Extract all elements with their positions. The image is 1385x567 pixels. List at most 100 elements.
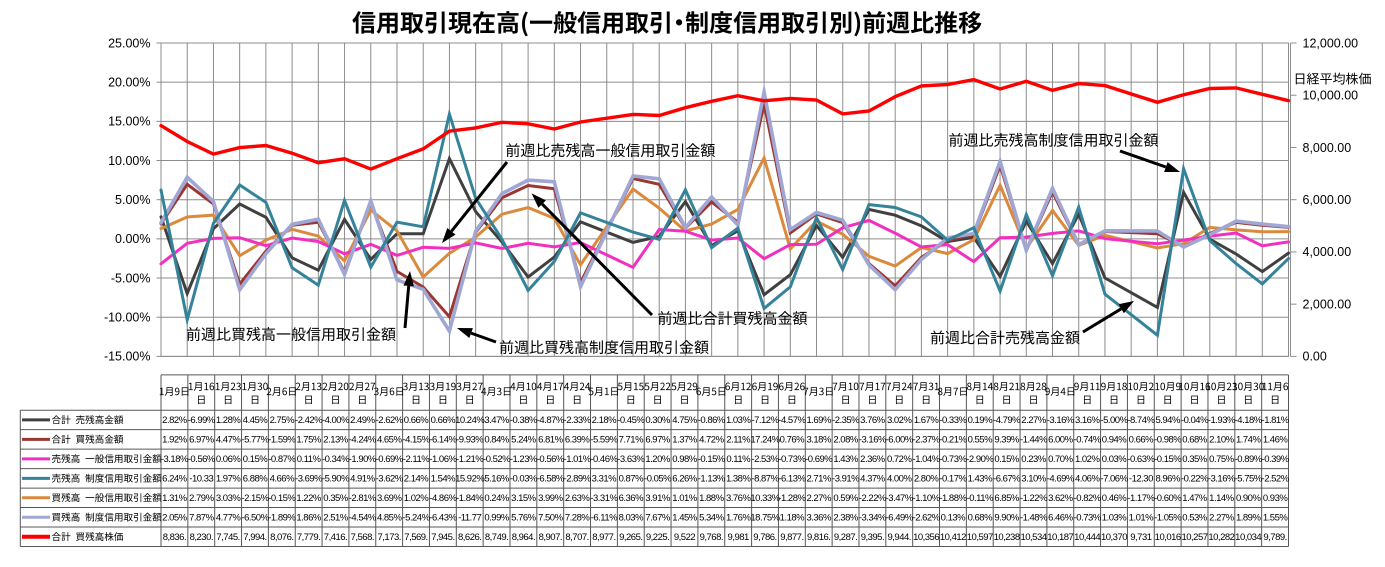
svg-text:0.84%: 0.84% — [484, 435, 509, 446]
svg-text:0.76%: 0.76% — [780, 435, 805, 446]
svg-text:2.18%: 2.18% — [592, 415, 617, 426]
svg-text:6.36%: 6.36% — [619, 493, 644, 504]
svg-text:-1.48%: -1.48% — [1020, 513, 1048, 524]
svg-text:-1.23%: -1.23% — [510, 454, 538, 465]
svg-text:2.80%: 2.80% — [914, 474, 939, 485]
svg-text:1.88%: 1.88% — [699, 493, 724, 504]
svg-text:-8.74%: -8.74% — [1127, 415, 1155, 426]
svg-text:-1.81%: -1.81% — [1262, 415, 1290, 426]
svg-text:-2.42%: -2.42% — [295, 415, 323, 426]
svg-text:-2.22%: -2.22% — [859, 493, 887, 504]
svg-text:1.02%: 1.02% — [404, 493, 429, 504]
svg-text:-0.56%: -0.56% — [537, 454, 565, 465]
svg-text:0.59%: 0.59% — [833, 493, 858, 504]
svg-text:6,000.00: 6,000.00 — [1303, 193, 1352, 207]
svg-text:0.24%: 0.24% — [484, 493, 509, 504]
svg-text:-2.11%: -2.11% — [403, 454, 430, 465]
svg-text:9,768.: 9,768. — [700, 532, 723, 543]
svg-text:-3.69%: -3.69% — [295, 474, 323, 485]
svg-text:1.69%: 1.69% — [806, 415, 831, 426]
svg-text:0.15%: 0.15% — [243, 454, 268, 465]
svg-text:7.67%: 7.67% — [645, 513, 670, 524]
svg-text:-3.16%: -3.16% — [859, 435, 887, 446]
svg-text:10.24%: 10.24% — [455, 415, 485, 426]
svg-text:-0.89%: -0.89% — [1235, 454, 1263, 465]
svg-text:-2.89%: -2.89% — [564, 474, 592, 485]
svg-text:-7.12%: -7.12% — [751, 415, 779, 426]
svg-text:-6.99%: -6.99% — [188, 415, 216, 426]
svg-text:0.55%: 0.55% — [968, 435, 993, 446]
svg-text:1.01%: 1.01% — [1129, 513, 1154, 524]
svg-text:-0.33%: -0.33% — [939, 415, 967, 426]
svg-text:-1.93%: -1.93% — [1208, 415, 1236, 426]
svg-text:1.37%: 1.37% — [672, 435, 697, 446]
svg-text:1.76%: 1.76% — [726, 513, 751, 524]
svg-text:-0.34%: -0.34% — [322, 454, 350, 465]
svg-text:9.90%: 9.90% — [994, 513, 1019, 524]
svg-text:10,444: 10,444 — [1074, 532, 1100, 543]
svg-text:-4.69%: -4.69% — [1047, 474, 1075, 485]
svg-text:8.03%: 8.03% — [619, 513, 644, 524]
svg-text:-12.30: -12.30 — [1129, 474, 1153, 485]
svg-text:-4.18%: -4.18% — [1235, 415, 1263, 426]
svg-text:5.94%: 5.94% — [1155, 415, 1180, 426]
svg-text:2.05%: 2.05% — [162, 513, 187, 524]
svg-text:6.39%: 6.39% — [565, 435, 590, 446]
svg-text:0.15%: 0.15% — [994, 454, 1019, 465]
svg-text:4.45%: 4.45% — [243, 415, 268, 426]
svg-text:-0.73%: -0.73% — [939, 454, 967, 465]
svg-text:2,000.00: 2,000.00 — [1303, 298, 1352, 312]
svg-text:-6.11%: -6.11% — [591, 513, 618, 524]
svg-text:-1.28%: -1.28% — [778, 493, 806, 504]
svg-text:9,789.: 9,789. — [1263, 532, 1286, 543]
svg-text:-1.88%: -1.88% — [939, 493, 967, 504]
svg-text:0.70%: 0.70% — [1048, 454, 1073, 465]
svg-text:-3.91%: -3.91% — [832, 474, 860, 485]
svg-text:-0.22%: -0.22% — [1181, 474, 1209, 485]
svg-text:-2.62%: -2.62% — [913, 513, 941, 524]
svg-text:-0.03%: -0.03% — [510, 474, 538, 485]
svg-text:7.50%: 7.50% — [538, 513, 563, 524]
svg-text:8,836.: 8,836. — [163, 532, 186, 543]
svg-text:5.76%: 5.76% — [511, 513, 536, 524]
svg-text:1.03%: 1.03% — [1102, 513, 1127, 524]
svg-text:2.51%: 2.51% — [323, 513, 348, 524]
svg-text:-1.10%: -1.10% — [913, 493, 941, 504]
svg-text:-0.73%: -0.73% — [1074, 513, 1102, 524]
svg-text:-1.44%: -1.44% — [1020, 435, 1048, 446]
svg-text:-0.69%: -0.69% — [805, 454, 833, 465]
svg-text:-15.00%: -15.00% — [104, 350, 151, 364]
svg-text:2.75%: 2.75% — [270, 415, 295, 426]
svg-text:-0.63%: -0.63% — [1127, 454, 1155, 465]
svg-text:17.24%: 17.24% — [750, 435, 780, 446]
svg-text:5.16%: 5.16% — [484, 474, 509, 485]
svg-text:4.00%: 4.00% — [887, 474, 912, 485]
svg-text:10,282: 10,282 — [1208, 532, 1234, 543]
svg-text:-4.79%: -4.79% — [993, 415, 1021, 426]
svg-text:0.99%: 0.99% — [484, 513, 509, 524]
svg-text:-2.53%: -2.53% — [751, 454, 779, 465]
svg-text:15.00%: 15.00% — [108, 115, 150, 129]
svg-text:7.87%: 7.87% — [189, 513, 214, 524]
svg-text:6.97%: 6.97% — [189, 435, 214, 446]
svg-text:3.69%: 3.69% — [377, 493, 402, 504]
svg-text:0.98%: 0.98% — [672, 454, 697, 465]
svg-text:-3.18%: -3.18% — [161, 454, 189, 465]
svg-text:2.27%: 2.27% — [1021, 415, 1046, 426]
svg-text:9.39%: 9.39% — [994, 435, 1019, 446]
svg-text:-10.33: -10.33 — [189, 474, 213, 485]
svg-text:1.45%: 1.45% — [672, 513, 697, 524]
svg-text:1.38%: 1.38% — [726, 474, 751, 485]
svg-text:1.14%: 1.14% — [1209, 493, 1234, 504]
svg-text:2.08%: 2.08% — [833, 435, 858, 446]
svg-text:10,034: 10,034 — [1235, 532, 1261, 543]
svg-text:8,707.: 8,707. — [565, 532, 588, 543]
svg-text:7,173.: 7,173. — [377, 532, 400, 543]
svg-text:3.36%: 3.36% — [806, 513, 831, 524]
svg-text:1.67%: 1.67% — [914, 415, 939, 426]
svg-text:-3.31%: -3.31% — [590, 493, 618, 504]
svg-text:1.74%: 1.74% — [1236, 435, 1261, 446]
svg-text:-0.45%: -0.45% — [617, 415, 645, 426]
svg-text:3.47%: 3.47% — [484, 415, 509, 426]
svg-text:1.86%: 1.86% — [296, 513, 321, 524]
